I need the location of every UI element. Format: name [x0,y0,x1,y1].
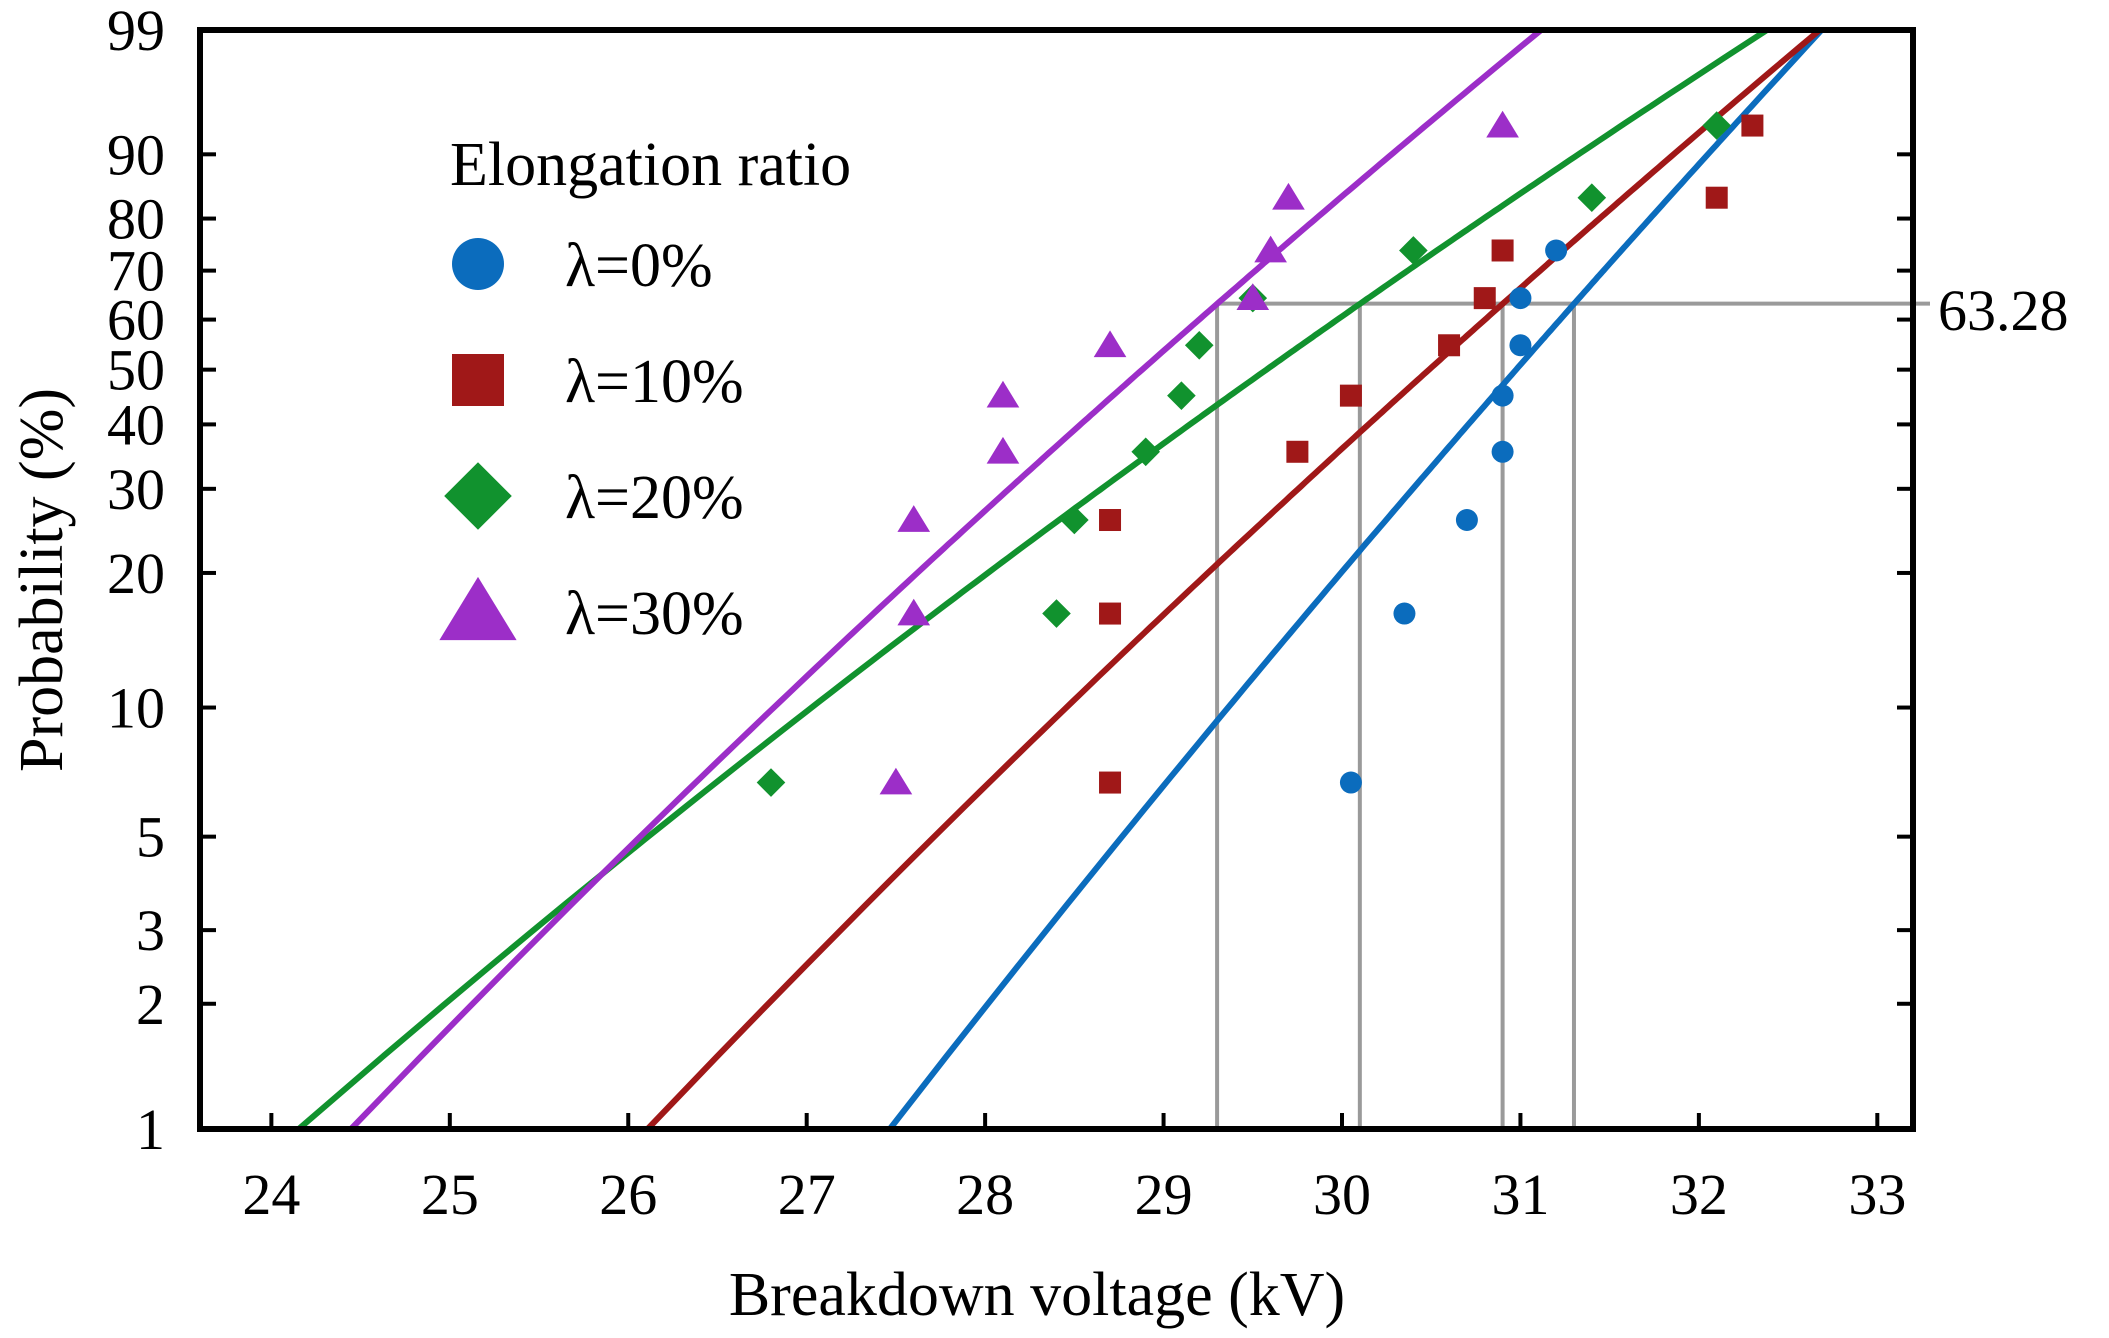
y-tick-label: 80 [107,187,165,252]
data-point [1131,437,1161,467]
x-tick-label: 26 [599,1162,657,1227]
data-point [1491,384,1514,407]
data-point [1399,236,1428,265]
x-tick-label: 33 [1848,1162,1906,1227]
data-point [1042,599,1071,628]
y-tick-label: 90 [107,122,165,187]
data-point [1705,186,1728,209]
y-tick-label: 50 [107,338,165,403]
data-point [1184,330,1214,360]
data-point [1545,239,1568,262]
data-point [879,767,913,795]
data-point [1099,509,1122,532]
x-tick-label: 25 [421,1162,479,1227]
data-point [986,436,1020,464]
data-point [1455,509,1478,532]
legend-marker [439,576,517,641]
annotation-label: 63.28 [1938,278,2069,343]
data-point [1167,381,1196,410]
y-tick-label: 20 [107,541,165,606]
data-point [1339,384,1362,407]
data-point [756,768,786,797]
legend-label: λ=10% [565,348,744,416]
data-point [1577,183,1607,213]
data-point [1286,440,1309,463]
data-point [1393,602,1416,625]
x-tick-label: 32 [1670,1162,1728,1227]
data-point [1486,110,1519,138]
data-point [986,380,1020,408]
axis-ticks: 24 25 26 27 28 29 30 31 32 3312351020304050607080… [107,0,1913,1227]
data-point [1491,440,1514,463]
fit-line [348,27,1543,1132]
data-point [1438,334,1461,357]
legend-marker [444,462,512,530]
y-tick-label: 30 [107,457,165,522]
y-tick-label: 2 [136,972,165,1037]
y-tick-label: 3 [136,898,165,963]
x-tick-label: 28 [956,1162,1014,1227]
x-tick-label: 27 [778,1162,836,1227]
data-point [1272,182,1305,210]
data-point [1741,114,1764,137]
x-tick-label: 30 [1313,1162,1371,1227]
data-point [1509,287,1532,310]
data-point [1236,283,1270,311]
plot-frame [197,27,1916,1132]
data-point [1060,505,1089,535]
data-point [1473,287,1496,310]
data-point [1099,771,1122,794]
x-tick-label: 29 [1135,1162,1193,1227]
guide-lines [1215,301,1930,1129]
fit-line [887,27,1824,1131]
fit-line [645,27,1822,1132]
data-point [1509,334,1532,357]
y-tick-label: 5 [136,805,165,870]
x-tick-label: 24 [242,1162,300,1227]
y-tick-label: 60 [107,288,165,353]
y-axis-title: Probability (%) [8,388,76,772]
data-point [897,598,931,626]
legend-label: λ=20% [565,464,744,532]
data-point [1702,111,1732,140]
y-tick-label: 1 [136,1097,165,1162]
legend-label: λ=30% [565,580,744,648]
legend-title: Elongation ratio [450,131,851,199]
data-point [897,505,931,532]
x-tick-label: 31 [1491,1162,1549,1227]
data-point [1254,235,1287,263]
y-tick-label: 99 [107,0,165,63]
y-tick-label: 40 [107,392,165,457]
legend-marker [452,238,504,290]
fit-line [296,27,1769,1132]
data-point [1491,239,1514,262]
y-tick-label: 10 [107,676,165,741]
y-tick-label: 70 [107,239,165,304]
data-points [756,110,1764,797]
fit-lines [296,27,1824,1132]
legend-label: λ=0% [565,232,713,300]
legend: λ=0% λ=10% λ=20% λ=30% [439,232,744,648]
data-point [1099,602,1122,625]
data-point [1339,771,1362,794]
x-axis-title: Breakdown voltage (kV) [729,1261,1345,1329]
legend-marker [452,354,504,406]
data-point [1093,330,1127,358]
